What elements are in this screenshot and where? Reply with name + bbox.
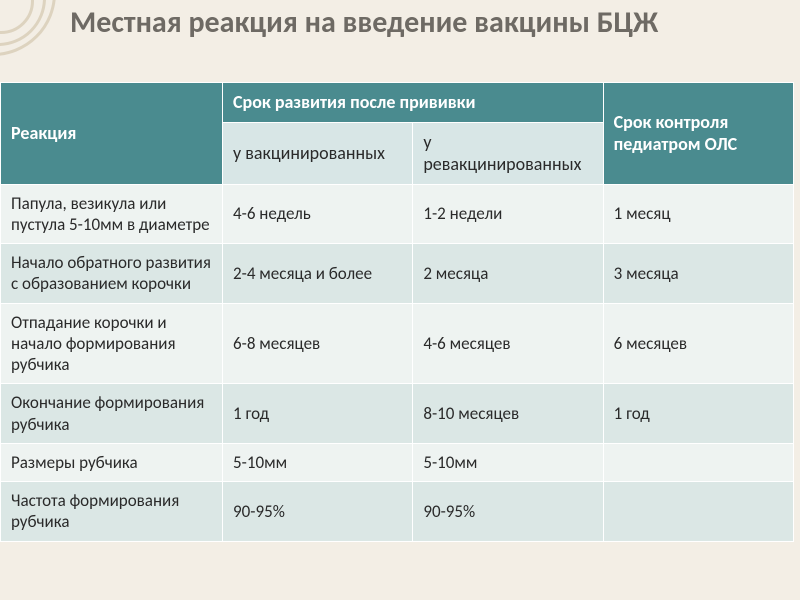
cell-reaction: Частота формирования рубчика	[1, 482, 223, 542]
table-row: Окончание формирования рубчика 1 год 8-1…	[1, 384, 794, 444]
col-header-vaccinated: у вакцинированных	[223, 122, 413, 184]
cell-reaction: Размеры рубчика	[1, 443, 223, 481]
cell-control	[603, 482, 793, 542]
table-row: Размеры рубчика 5-10мм 5-10мм	[1, 443, 794, 481]
cell-control	[603, 443, 793, 481]
cell-reaction: Папула, везикула или пустула 5-10мм в ди…	[1, 184, 223, 244]
slide-title: Местная реакция на введение вакцины БЦЖ	[70, 6, 780, 41]
reaction-table-wrap: Реакция Срок развития после прививки Сро…	[0, 82, 794, 542]
cell-revaccinated: 90-95%	[413, 482, 603, 542]
table-header-row: Реакция Срок развития после прививки Сро…	[1, 83, 794, 123]
corner-ornament	[0, 0, 70, 70]
cell-control: 1 год	[603, 384, 793, 444]
col-header-period-group: Срок развития после прививки	[223, 83, 604, 123]
table-row: Частота формирования рубчика 90-95% 90-9…	[1, 482, 794, 542]
slide: Местная реакция на введение вакцины БЦЖ …	[0, 0, 800, 600]
cell-revaccinated: 1-2 недели	[413, 184, 603, 244]
cell-reaction: Начало обратного развития с образованием…	[1, 244, 223, 304]
cell-vaccinated: 5-10мм	[223, 443, 413, 481]
cell-revaccinated: 4-6 месяцев	[413, 303, 603, 384]
cell-reaction: Окончание формирования рубчика	[1, 384, 223, 444]
table-body: Папула, везикула или пустула 5-10мм в ди…	[1, 184, 794, 541]
cell-revaccinated: 5-10мм	[413, 443, 603, 481]
cell-reaction: Отпадание корочки и начало формирования …	[1, 303, 223, 384]
cell-vaccinated: 6-8 месяцев	[223, 303, 413, 384]
table-row: Начало обратного развития с образованием…	[1, 244, 794, 304]
cell-vaccinated: 1 год	[223, 384, 413, 444]
cell-control: 3 месяца	[603, 244, 793, 304]
cell-vaccinated: 2-4 месяца и более	[223, 244, 413, 304]
cell-vaccinated: 90-95%	[223, 482, 413, 542]
table-row: Отпадание корочки и начало формирования …	[1, 303, 794, 384]
table-row: Папула, везикула или пустула 5-10мм в ди…	[1, 184, 794, 244]
reaction-table: Реакция Срок развития после прививки Сро…	[0, 82, 794, 542]
cell-control: 6 месяцев	[603, 303, 793, 384]
cell-revaccinated: 8-10 месяцев	[413, 384, 603, 444]
col-header-control: Срок контроля педиатром ОЛС	[603, 83, 793, 185]
col-header-reaction: Реакция	[1, 83, 223, 185]
cell-control: 1 месяц	[603, 184, 793, 244]
cell-revaccinated: 2 месяца	[413, 244, 603, 304]
col-header-revaccinated: у ревакцинированных	[413, 122, 603, 184]
cell-vaccinated: 4-6 недель	[223, 184, 413, 244]
